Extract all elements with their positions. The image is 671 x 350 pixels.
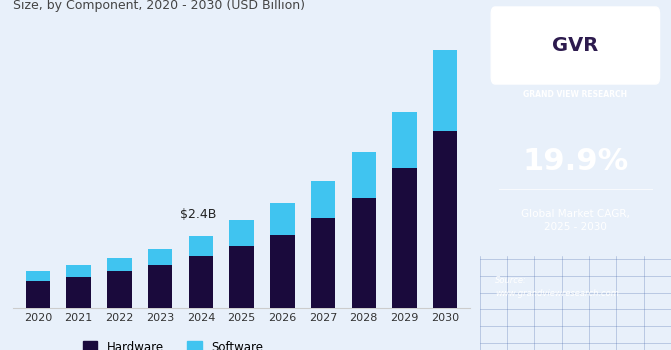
Bar (66, 277, 91, 308)
Text: 19.9%: 19.9% (522, 147, 629, 175)
Text: $2.4B: $2.4B (180, 208, 217, 221)
Bar (66, 265, 91, 277)
Text: Source:
www.grandviewresearch.com: Source: www.grandviewresearch.com (495, 276, 619, 298)
Bar (229, 246, 254, 308)
Text: GVR: GVR (552, 36, 599, 55)
Text: GRAND VIEW RESEARCH: GRAND VIEW RESEARCH (523, 90, 627, 99)
Bar (393, 168, 417, 308)
Bar (107, 272, 132, 308)
Bar (148, 265, 172, 308)
Bar (25, 272, 50, 281)
Bar (270, 203, 295, 235)
Bar (311, 218, 336, 308)
Bar (189, 236, 213, 256)
Bar (433, 131, 458, 308)
Text: Size, by Component, 2020 - 2030 (USD Billion): Size, by Component, 2020 - 2030 (USD Bil… (13, 0, 305, 12)
Legend: Hardware, Software: Hardware, Software (83, 341, 263, 350)
Bar (107, 258, 132, 272)
Bar (352, 153, 376, 198)
Bar (148, 248, 172, 265)
FancyBboxPatch shape (491, 7, 660, 84)
Bar (393, 112, 417, 168)
Bar (433, 50, 458, 131)
Text: Global Market CAGR,
2025 - 2030: Global Market CAGR, 2025 - 2030 (521, 209, 630, 232)
Bar (25, 281, 50, 308)
Bar (311, 181, 336, 218)
Bar (352, 198, 376, 308)
Bar (189, 256, 213, 308)
Bar (229, 220, 254, 246)
Bar (270, 235, 295, 308)
